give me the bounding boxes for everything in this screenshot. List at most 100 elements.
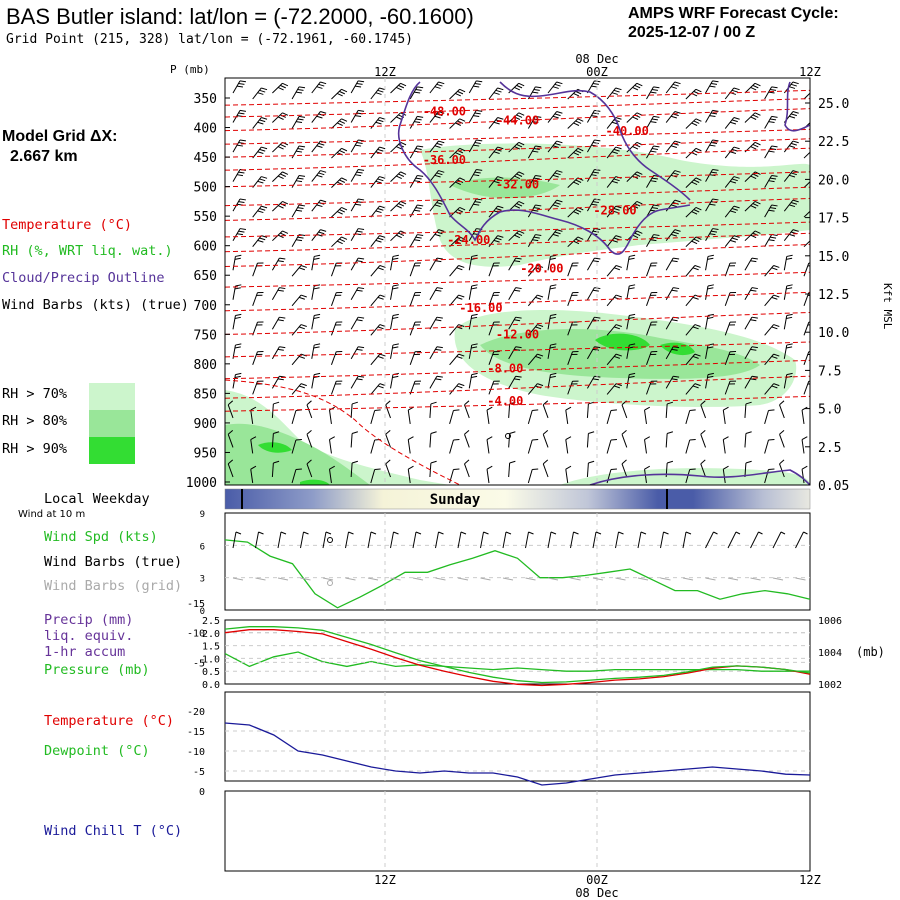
wind-barb — [385, 429, 391, 448]
wind-barb — [565, 465, 572, 484]
date-label-top: 08 Dec — [575, 52, 618, 66]
rh-70-label: RH > 70% — [2, 386, 68, 402]
pressure-tick-label: 700 — [194, 299, 217, 314]
wind-barb — [409, 351, 422, 366]
model-grid-label: Model Grid ΔX: — [2, 128, 118, 145]
cross-section-panel: -48.00 -44.00 -40.00 -36.00 -32.00 -28.00 -24.… — [170, 52, 894, 494]
isotherm-label: -44.00 — [496, 114, 539, 128]
wind-barb — [705, 80, 719, 94]
wind-barb — [291, 468, 302, 484]
pressure-tick-label: 500 — [194, 181, 217, 196]
wind-barb — [488, 351, 500, 366]
wind-barb — [407, 465, 414, 484]
wind-tick-label: 3 — [200, 575, 205, 585]
isotherm-line — [225, 271, 810, 288]
wind-barb — [646, 291, 658, 306]
wind-barb — [508, 257, 522, 271]
pressure-unit-label: (mb) — [856, 645, 885, 659]
surface-wind-barb — [277, 531, 287, 549]
wind-barb — [350, 257, 365, 271]
wind-barb — [685, 206, 702, 218]
wind-barb — [429, 431, 437, 448]
isotherm-line — [225, 89, 810, 106]
height-tick-label: 5.0 — [818, 403, 841, 418]
wind-barb — [527, 294, 544, 307]
wind-barb — [409, 234, 424, 247]
wind-barb — [232, 168, 247, 182]
grid-wind-barb — [300, 577, 311, 581]
wind-barb — [705, 284, 714, 300]
wind-barb — [626, 284, 636, 300]
grid-wind-barb — [750, 577, 761, 581]
wind-barb — [724, 262, 737, 277]
wind-barb — [685, 177, 702, 188]
surface-wind-barb — [592, 531, 602, 549]
wind-barb — [311, 372, 321, 389]
wind-barb — [646, 351, 658, 366]
wind-barb — [783, 199, 799, 212]
wind-barb — [685, 409, 696, 425]
wind-barb — [547, 343, 557, 359]
isotherm-line — [225, 375, 810, 399]
wind-barb — [329, 406, 335, 424]
time-tick-label-top: 12Z — [799, 65, 821, 79]
precip-tick-label: 2.5 — [202, 616, 220, 627]
wind-barb — [803, 92, 810, 100]
wind-barb — [685, 118, 702, 129]
surface-wind-barb — [705, 531, 718, 549]
pressure-tick-label: 650 — [194, 269, 217, 284]
wind-barb — [542, 400, 549, 419]
wind-barb — [291, 383, 307, 395]
wind-barb — [606, 146, 622, 159]
wind-barb — [705, 139, 719, 153]
wind-barb — [468, 168, 483, 182]
wind-barb — [665, 346, 680, 360]
legend-wind-barbs: Wind Barbs (kts) (true) — [2, 297, 189, 313]
height-tick-label: 22.5 — [818, 135, 849, 150]
pressure-line — [224, 651, 810, 672]
wind-barb — [468, 198, 483, 212]
grid-wind-barb — [322, 577, 334, 581]
rh-80-swatch — [89, 410, 135, 437]
page-title: BAS Butler island: lat/lon = (-72.2000, … — [6, 4, 474, 29]
wind-barb — [331, 206, 348, 218]
wind-barb — [449, 265, 465, 277]
wind-barb — [390, 372, 399, 389]
wind-barb — [803, 321, 810, 336]
wind-barb — [330, 380, 343, 395]
wind-barb — [306, 459, 313, 478]
isotherm-line — [225, 108, 810, 132]
wind-barb — [449, 468, 460, 484]
wind-barb — [700, 429, 707, 448]
wind-barb — [665, 140, 681, 153]
wind-barbs-grid-legend: Wind Barbs (grid) — [44, 578, 183, 594]
wind-barb — [621, 429, 628, 448]
wind-barb — [646, 321, 658, 336]
height-tick-label: 0.05 — [818, 479, 849, 494]
time-tick-label-bottom: 00Z — [586, 873, 608, 887]
wind-barb — [272, 141, 289, 153]
wind-barbs-true-legend: Wind Barbs (true) — [44, 554, 183, 570]
isotherm-line — [225, 359, 810, 380]
wind-barb — [744, 257, 758, 271]
chill-tick-label: -20 — [187, 707, 205, 718]
wind-barb — [429, 229, 445, 242]
wind-barb — [488, 146, 504, 159]
wind-barb — [429, 375, 443, 389]
pressure-tick-label: 750 — [194, 328, 217, 343]
grid-wind-barb — [637, 577, 649, 581]
wind-barb — [486, 465, 493, 484]
wind-barb — [724, 205, 740, 218]
height-tick-label: 15.0 — [818, 250, 849, 265]
wind-chill-line — [224, 722, 811, 786]
surface-wind-barb — [345, 531, 354, 549]
wind-barb — [488, 380, 500, 395]
temperature-isotherms: -48.00 -44.00 -40.00 -36.00 -32.00 -28.00 -24.… — [225, 89, 810, 485]
surface-wind-barb — [390, 531, 399, 549]
time-tick-label-bottom: 12Z — [799, 873, 821, 887]
wind-barb — [508, 431, 516, 448]
legend-cloud-outline: Cloud/Precip Outline — [2, 270, 165, 286]
wind-barb — [586, 287, 601, 301]
wind-barb — [527, 324, 544, 336]
liq-equiv-legend: liq. equiv. — [44, 628, 134, 644]
